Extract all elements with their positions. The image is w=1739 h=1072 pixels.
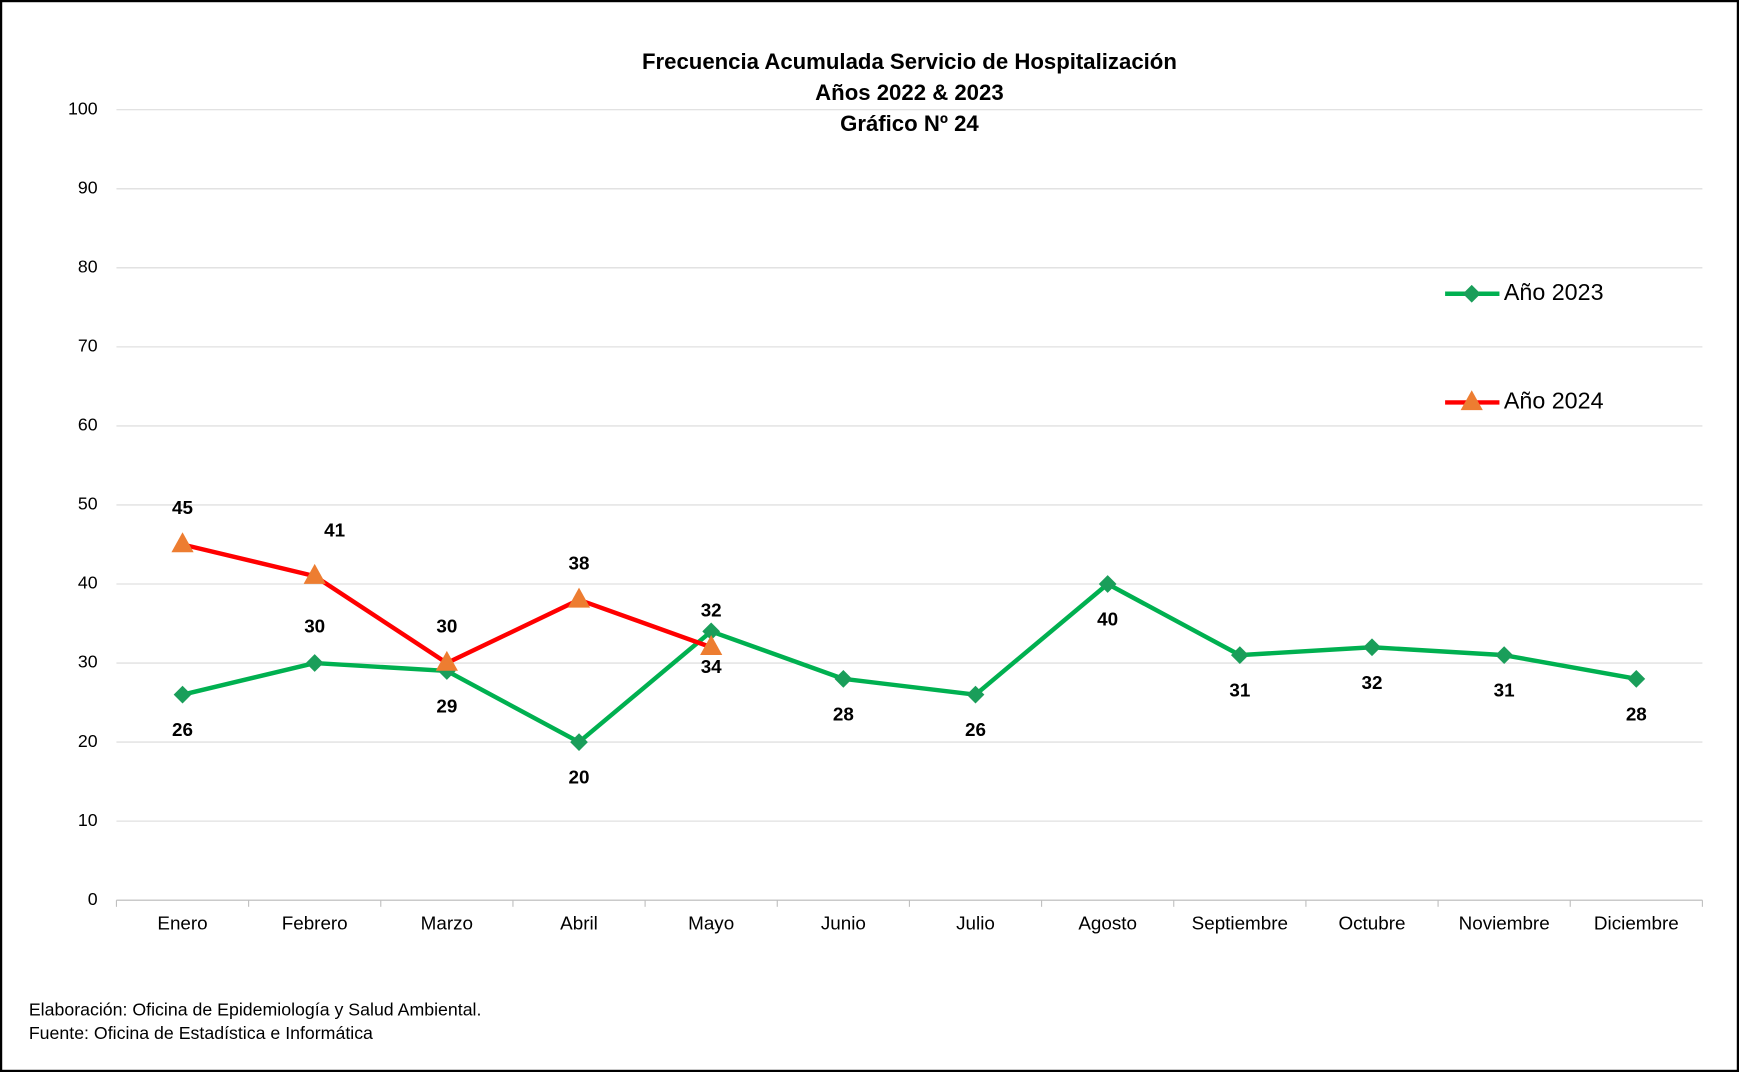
data-point bbox=[702, 622, 721, 641]
x-tick-label: Octubre bbox=[1338, 913, 1405, 934]
data-label: 20 bbox=[569, 767, 590, 788]
x-tick-label: Febrero bbox=[282, 913, 348, 934]
note: Elaboración: Oficina de Epidemiología y … bbox=[29, 1000, 482, 1020]
data-point bbox=[834, 669, 853, 688]
data-label: 31 bbox=[1494, 680, 1515, 701]
x-tick-label: Agosto bbox=[1078, 913, 1137, 934]
y-tick-label: 50 bbox=[78, 494, 98, 514]
data-label: 32 bbox=[701, 600, 722, 621]
data-label: 40 bbox=[1097, 609, 1118, 630]
data-point bbox=[171, 532, 194, 553]
data-label: 32 bbox=[1362, 672, 1383, 693]
data-point bbox=[303, 563, 326, 584]
data-label: 26 bbox=[965, 719, 986, 740]
data-label: 45 bbox=[172, 497, 193, 518]
x-tick-label: Junio bbox=[821, 913, 866, 934]
y-tick-label: 100 bbox=[68, 98, 98, 118]
data-label: 29 bbox=[436, 696, 457, 717]
data-point bbox=[966, 685, 985, 704]
y-tick-label: 30 bbox=[78, 652, 98, 672]
x-tick-label: Noviembre bbox=[1459, 913, 1550, 934]
y-tick-label: 40 bbox=[78, 573, 98, 593]
chart-subtitle: Años 2022 & 2023 bbox=[815, 80, 1003, 105]
legend-label: Año 2023 bbox=[1504, 279, 1604, 305]
data-point bbox=[1495, 646, 1514, 665]
data-point bbox=[567, 587, 591, 608]
legend-marker bbox=[1460, 390, 1483, 411]
legend-label: Año 2024 bbox=[1504, 388, 1604, 414]
data-label: 28 bbox=[833, 703, 854, 724]
data-label: 38 bbox=[569, 552, 590, 573]
data-label: 26 bbox=[172, 719, 193, 740]
data-label: 34 bbox=[701, 656, 722, 677]
data-label: 28 bbox=[1626, 703, 1647, 724]
x-tick-label: Enero bbox=[157, 913, 207, 934]
data-label: 30 bbox=[436, 616, 457, 637]
data-label: 30 bbox=[304, 616, 325, 637]
x-tick-label: Septiembre bbox=[1192, 913, 1288, 934]
x-tick-label: Abril bbox=[560, 913, 598, 934]
y-tick-label: 70 bbox=[78, 336, 98, 356]
x-tick-label: Julio bbox=[956, 913, 995, 934]
y-tick-label: 10 bbox=[78, 810, 98, 830]
chart-subtitle: Gráfico Nº 24 bbox=[840, 111, 979, 136]
data-point bbox=[435, 650, 458, 671]
series-line bbox=[182, 581, 1637, 745]
data-label: 41 bbox=[324, 520, 345, 541]
y-tick-label: 80 bbox=[78, 257, 98, 277]
y-tick-label: 60 bbox=[78, 415, 98, 435]
data-point bbox=[1230, 646, 1249, 665]
note: Fuente: Oficina de Estadística e Informá… bbox=[29, 1023, 373, 1043]
x-tick-label: Diciembre bbox=[1594, 913, 1679, 934]
x-tick-label: Marzo bbox=[421, 913, 473, 934]
data-point bbox=[700, 635, 723, 655]
y-tick-label: 20 bbox=[78, 731, 98, 751]
data-label: 31 bbox=[1229, 680, 1250, 701]
x-tick-label: Mayo bbox=[688, 913, 734, 934]
chart-title: Frecuencia Acumulada Servicio de Hospita… bbox=[642, 49, 1177, 74]
y-tick-label: 90 bbox=[78, 177, 98, 197]
y-tick-label: 0 bbox=[88, 889, 98, 909]
data-point bbox=[1098, 575, 1117, 593]
